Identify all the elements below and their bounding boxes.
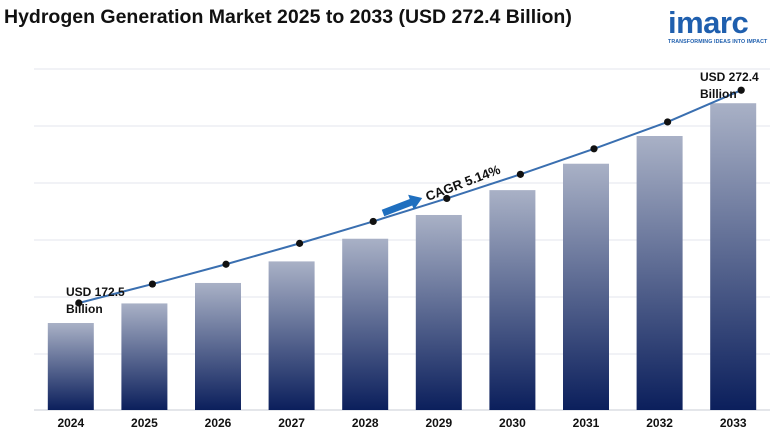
bar-2031 <box>563 163 609 410</box>
bars <box>47 103 757 410</box>
logo-wordmark: imarc <box>668 5 749 40</box>
trend-point-2027 <box>296 239 304 247</box>
imarc-logo: imarc TRANSFORMING IDEAS INTO IMPACT <box>668 5 776 45</box>
x-tick-2029: 2029 <box>425 416 452 430</box>
x-axis-ticks: 2024 2025 2026 2027 2028 2029 2030 2031 2032 2033 <box>57 416 746 430</box>
x-tick-2032: 2032 <box>646 416 673 430</box>
bar-2030 <box>489 190 536 410</box>
x-tick-2024: 2024 <box>57 416 84 430</box>
cagr-arrow-icon <box>381 194 423 217</box>
trend-point-2032 <box>664 118 672 126</box>
end-value-label-line2: Billion <box>700 87 737 101</box>
logo-tagline: TRANSFORMING IDEAS INTO IMPACT <box>668 39 768 45</box>
trend-point-2028 <box>369 217 377 226</box>
trend-point-2031 <box>590 145 598 153</box>
trend-point-2024 <box>75 299 83 307</box>
chart-title: Hydrogen Generation Market 2025 to 2033 … <box>4 6 572 28</box>
start-value-label-line1: USD 172.5 <box>66 285 125 299</box>
trend-point-2029 <box>443 194 451 203</box>
bar-2026 <box>195 282 241 410</box>
trend-point-2025 <box>148 280 156 288</box>
bar-2025 <box>121 303 168 410</box>
x-tick-2026: 2026 <box>205 416 232 430</box>
bar-2024 <box>47 323 94 410</box>
start-value-label-line2: Billion <box>66 302 103 316</box>
bar-2032 <box>636 136 683 410</box>
x-tick-2028: 2028 <box>352 416 379 430</box>
end-value-label-line1: USD 272.4 <box>700 70 759 84</box>
x-tick-2031: 2031 <box>573 416 600 430</box>
x-tick-2030: 2030 <box>499 416 526 430</box>
trend-line <box>75 86 745 307</box>
bar-2033 <box>710 103 757 410</box>
x-tick-2025: 2025 <box>131 416 158 430</box>
cagr-annotation: CAGR 5.14% <box>381 162 503 217</box>
bar-2027 <box>268 261 315 410</box>
trend-point-2026 <box>222 260 230 268</box>
trend-point-2030 <box>516 170 525 178</box>
bar-2028 <box>342 238 389 410</box>
x-tick-2027: 2027 <box>278 416 305 430</box>
trend-polyline <box>78 89 742 304</box>
x-tick-2033: 2033 <box>720 416 747 430</box>
trend-point-2033 <box>737 86 745 94</box>
bar-2029 <box>415 214 462 410</box>
